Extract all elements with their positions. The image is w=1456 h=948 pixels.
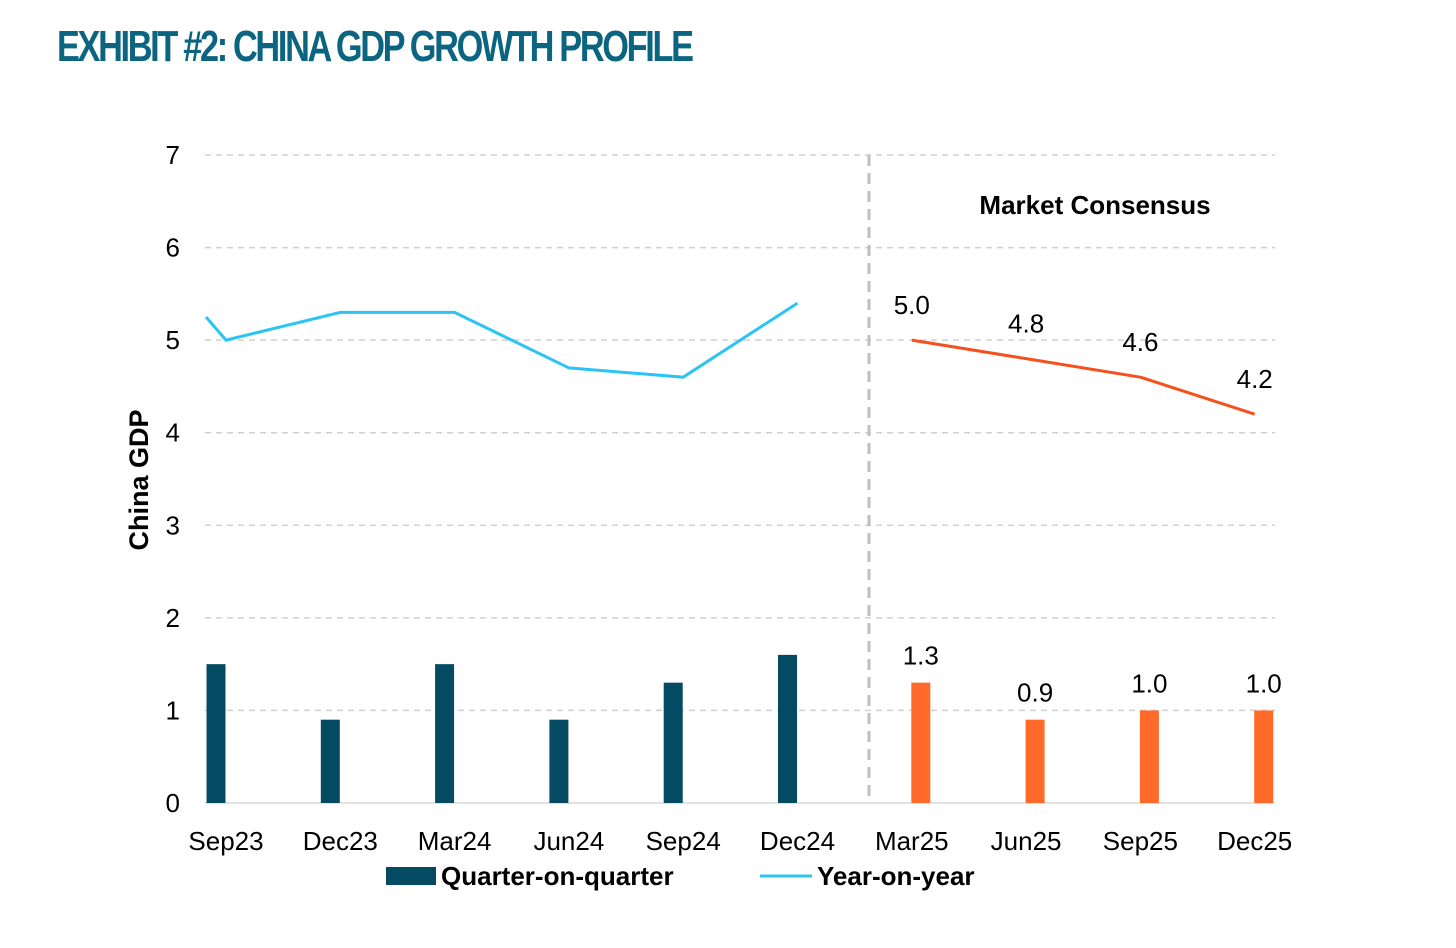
x-tick-label: Mar25 bbox=[875, 826, 949, 856]
bar-data-label: 0.9 bbox=[1017, 678, 1053, 708]
bar bbox=[663, 682, 683, 803]
bar-data-label: 1.0 bbox=[1131, 668, 1167, 698]
y-tick-label: 0 bbox=[166, 788, 180, 818]
y-tick-label: 4 bbox=[166, 418, 180, 448]
x-tick-label: Jun24 bbox=[533, 826, 604, 856]
x-tick-label: Dec25 bbox=[1217, 826, 1292, 856]
y-tick-label: 5 bbox=[166, 325, 180, 355]
y-tick-label: 7 bbox=[166, 140, 180, 170]
y-axis-label: China GDP bbox=[124, 409, 154, 550]
legend-swatch-qoq bbox=[386, 867, 436, 885]
line-data-label: 4.2 bbox=[1237, 364, 1273, 394]
x-tick-label: Sep23 bbox=[188, 826, 263, 856]
bar bbox=[435, 664, 455, 803]
line-series bbox=[204, 301, 799, 379]
x-tick-label: Dec23 bbox=[303, 826, 378, 856]
x-tick-label: Jun25 bbox=[991, 826, 1062, 856]
x-tick-label: Sep25 bbox=[1103, 826, 1178, 856]
chart-title: EXHIBIT #2: CHINA GDP GROWTH PROFILE bbox=[57, 22, 694, 71]
annotation-market-consensus: Market Consensus bbox=[979, 190, 1210, 220]
y-tick-label: 6 bbox=[166, 233, 180, 263]
y-tick-label: 1 bbox=[166, 695, 180, 725]
bar bbox=[320, 719, 340, 803]
y-tick-label: 3 bbox=[166, 510, 180, 540]
legend-label-yoy: Year-on-year bbox=[817, 861, 975, 891]
bar bbox=[1139, 710, 1159, 803]
line-data-label: 4.8 bbox=[1008, 309, 1044, 339]
bar-data-label: 1.0 bbox=[1246, 668, 1282, 698]
line-series bbox=[911, 338, 1256, 416]
bar bbox=[911, 682, 931, 803]
x-tick-label: Sep24 bbox=[646, 826, 721, 856]
bar bbox=[1254, 710, 1274, 803]
x-tick-label: Dec24 bbox=[760, 826, 835, 856]
bar bbox=[549, 719, 569, 803]
line-data-label: 5.0 bbox=[894, 290, 930, 320]
bar bbox=[778, 654, 797, 803]
bar bbox=[1025, 719, 1045, 803]
legend-label-qoq: Quarter-on-quarter bbox=[441, 861, 674, 891]
line-data-label: 4.6 bbox=[1122, 327, 1158, 357]
bar-data-label: 1.3 bbox=[903, 641, 939, 671]
x-tick-label: Mar24 bbox=[418, 826, 492, 856]
y-tick-label: 2 bbox=[166, 603, 180, 633]
bar bbox=[206, 664, 226, 803]
